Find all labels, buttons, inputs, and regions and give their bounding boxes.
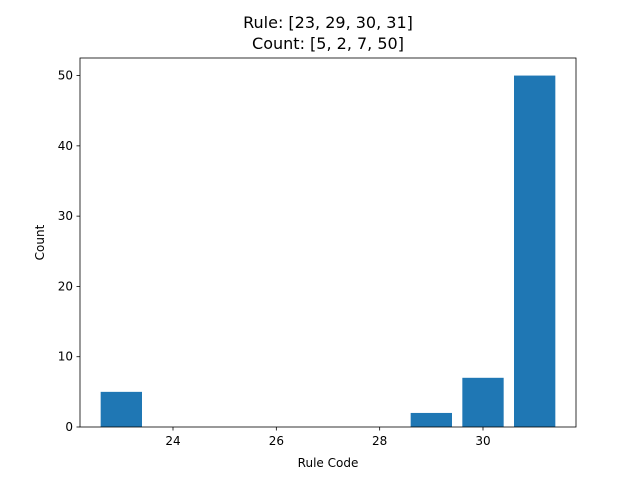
x-tick-label-24: 24 [165, 434, 180, 448]
x-tick-label-28: 28 [372, 434, 387, 448]
bar-series [100, 75, 556, 428]
x-tick-label-26: 26 [269, 434, 284, 448]
y-tick-label-0: 0 [65, 420, 73, 434]
plot-frame [79, 57, 577, 428]
x-axis-ticks: 24 26 28 30 [165, 427, 491, 448]
x-axis-label: Rule Code [298, 456, 359, 470]
y-tick-label-30: 30 [58, 209, 73, 223]
y-tick-label-10: 10 [58, 350, 73, 364]
x-tick-label-30: 30 [475, 434, 490, 448]
chart-title-line-1: Rule: [23, 29, 30, 31] [243, 13, 413, 32]
bar-29 [410, 412, 452, 427]
chart-title-line-2: Count: [5, 2, 7, 50] [252, 34, 404, 53]
y-tick-label-40: 40 [58, 139, 73, 153]
y-tick-label-20: 20 [58, 279, 73, 293]
y-axis-ticks: 0 10 20 30 40 50 [58, 69, 80, 434]
bar-23 [100, 391, 142, 427]
y-axis-label: Count [33, 224, 47, 260]
bar-30 [462, 377, 504, 427]
bar-31 [514, 75, 556, 428]
y-tick-label-50: 50 [58, 69, 73, 83]
